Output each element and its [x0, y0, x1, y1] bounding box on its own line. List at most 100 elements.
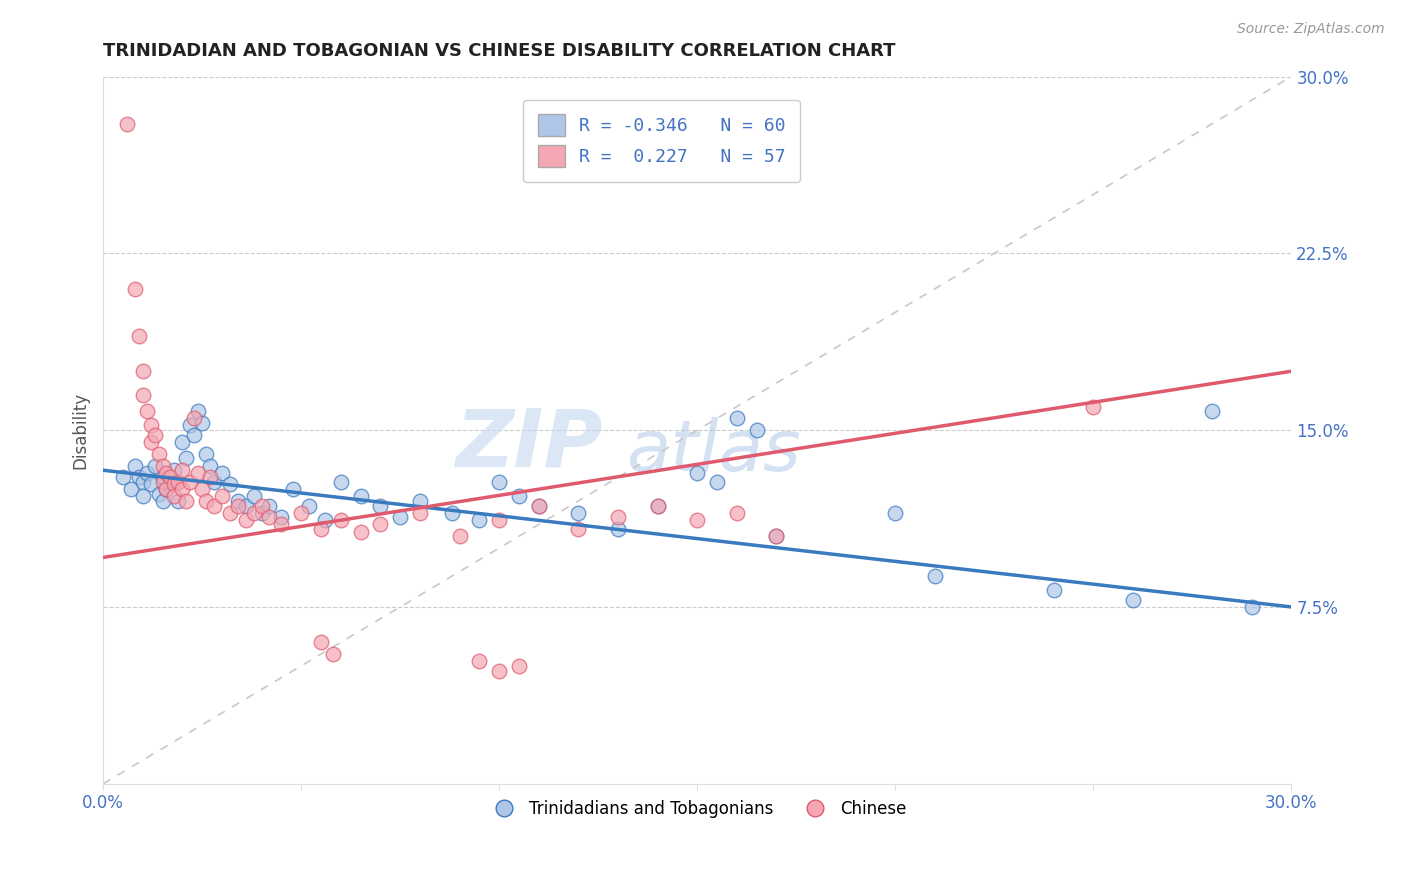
- Point: [115, 117, 138, 131]
- Point: [128, 329, 150, 343]
- Y-axis label: Disability: Disability: [72, 392, 89, 468]
- Point: [195, 447, 218, 461]
- Point: [314, 513, 336, 527]
- Point: [924, 569, 946, 583]
- Point: [370, 499, 392, 513]
- Point: [1240, 599, 1263, 614]
- Point: [322, 647, 344, 661]
- Point: [191, 482, 214, 496]
- Point: [706, 475, 728, 489]
- Point: [607, 510, 630, 524]
- Point: [155, 482, 177, 496]
- Point: [607, 522, 630, 536]
- Point: [179, 418, 201, 433]
- Point: [488, 664, 510, 678]
- Point: [745, 423, 768, 437]
- Point: [270, 510, 292, 524]
- Point: [139, 434, 162, 449]
- Point: [242, 489, 264, 503]
- Point: [198, 470, 221, 484]
- Point: [159, 470, 181, 484]
- Point: [686, 513, 709, 527]
- Point: [132, 489, 155, 503]
- Point: [226, 499, 249, 513]
- Point: [329, 513, 352, 527]
- Point: [508, 489, 530, 503]
- Point: [1042, 583, 1064, 598]
- Point: [139, 418, 162, 433]
- Point: [135, 466, 157, 480]
- Point: [567, 506, 589, 520]
- Point: [440, 506, 463, 520]
- Point: [176, 451, 198, 466]
- Point: [884, 506, 907, 520]
- Point: [163, 477, 186, 491]
- Point: [152, 470, 174, 484]
- Point: [488, 475, 510, 489]
- Point: [250, 499, 273, 513]
- Point: [527, 499, 550, 513]
- Point: [235, 499, 257, 513]
- Point: [163, 463, 186, 477]
- Point: [488, 513, 510, 527]
- Point: [139, 477, 162, 491]
- Text: atlas: atlas: [626, 417, 800, 486]
- Point: [155, 466, 177, 480]
- Point: [567, 522, 589, 536]
- Point: [329, 475, 352, 489]
- Point: [527, 499, 550, 513]
- Point: [124, 458, 146, 473]
- Text: Source: ZipAtlas.com: Source: ZipAtlas.com: [1237, 22, 1385, 37]
- Point: [176, 494, 198, 508]
- Point: [298, 499, 321, 513]
- Point: [202, 475, 225, 489]
- Point: [148, 487, 170, 501]
- Text: TRINIDADIAN AND TOBAGONIAN VS CHINESE DISABILITY CORRELATION CHART: TRINIDADIAN AND TOBAGONIAN VS CHINESE DI…: [103, 42, 896, 60]
- Point: [508, 658, 530, 673]
- Point: [167, 494, 190, 508]
- Point: [183, 428, 205, 442]
- Legend: Trinidadians and Tobagonians, Chinese: Trinidadians and Tobagonians, Chinese: [481, 794, 914, 825]
- Point: [226, 494, 249, 508]
- Point: [259, 499, 281, 513]
- Point: [172, 434, 194, 449]
- Point: [686, 466, 709, 480]
- Point: [183, 411, 205, 425]
- Point: [159, 475, 181, 489]
- Point: [172, 463, 194, 477]
- Point: [449, 529, 471, 543]
- Point: [120, 482, 142, 496]
- Point: [283, 482, 305, 496]
- Point: [132, 364, 155, 378]
- Point: [765, 529, 787, 543]
- Point: [290, 506, 312, 520]
- Text: ZIP: ZIP: [454, 405, 602, 483]
- Point: [143, 458, 166, 473]
- Point: [389, 510, 412, 524]
- Point: [242, 506, 264, 520]
- Point: [309, 635, 332, 649]
- Point: [725, 506, 748, 520]
- Point: [167, 475, 190, 489]
- Point: [172, 482, 194, 496]
- Point: [155, 482, 177, 496]
- Point: [250, 506, 273, 520]
- Point: [1083, 400, 1105, 414]
- Point: [1201, 404, 1223, 418]
- Point: [187, 466, 209, 480]
- Point: [211, 466, 233, 480]
- Point: [370, 517, 392, 532]
- Point: [211, 489, 233, 503]
- Point: [132, 475, 155, 489]
- Point: [132, 388, 155, 402]
- Point: [124, 282, 146, 296]
- Point: [1122, 593, 1144, 607]
- Point: [725, 411, 748, 425]
- Point: [468, 654, 491, 668]
- Point: [187, 404, 209, 418]
- Point: [270, 517, 292, 532]
- Point: [409, 494, 432, 508]
- Point: [218, 506, 240, 520]
- Point: [409, 506, 432, 520]
- Point: [191, 416, 214, 430]
